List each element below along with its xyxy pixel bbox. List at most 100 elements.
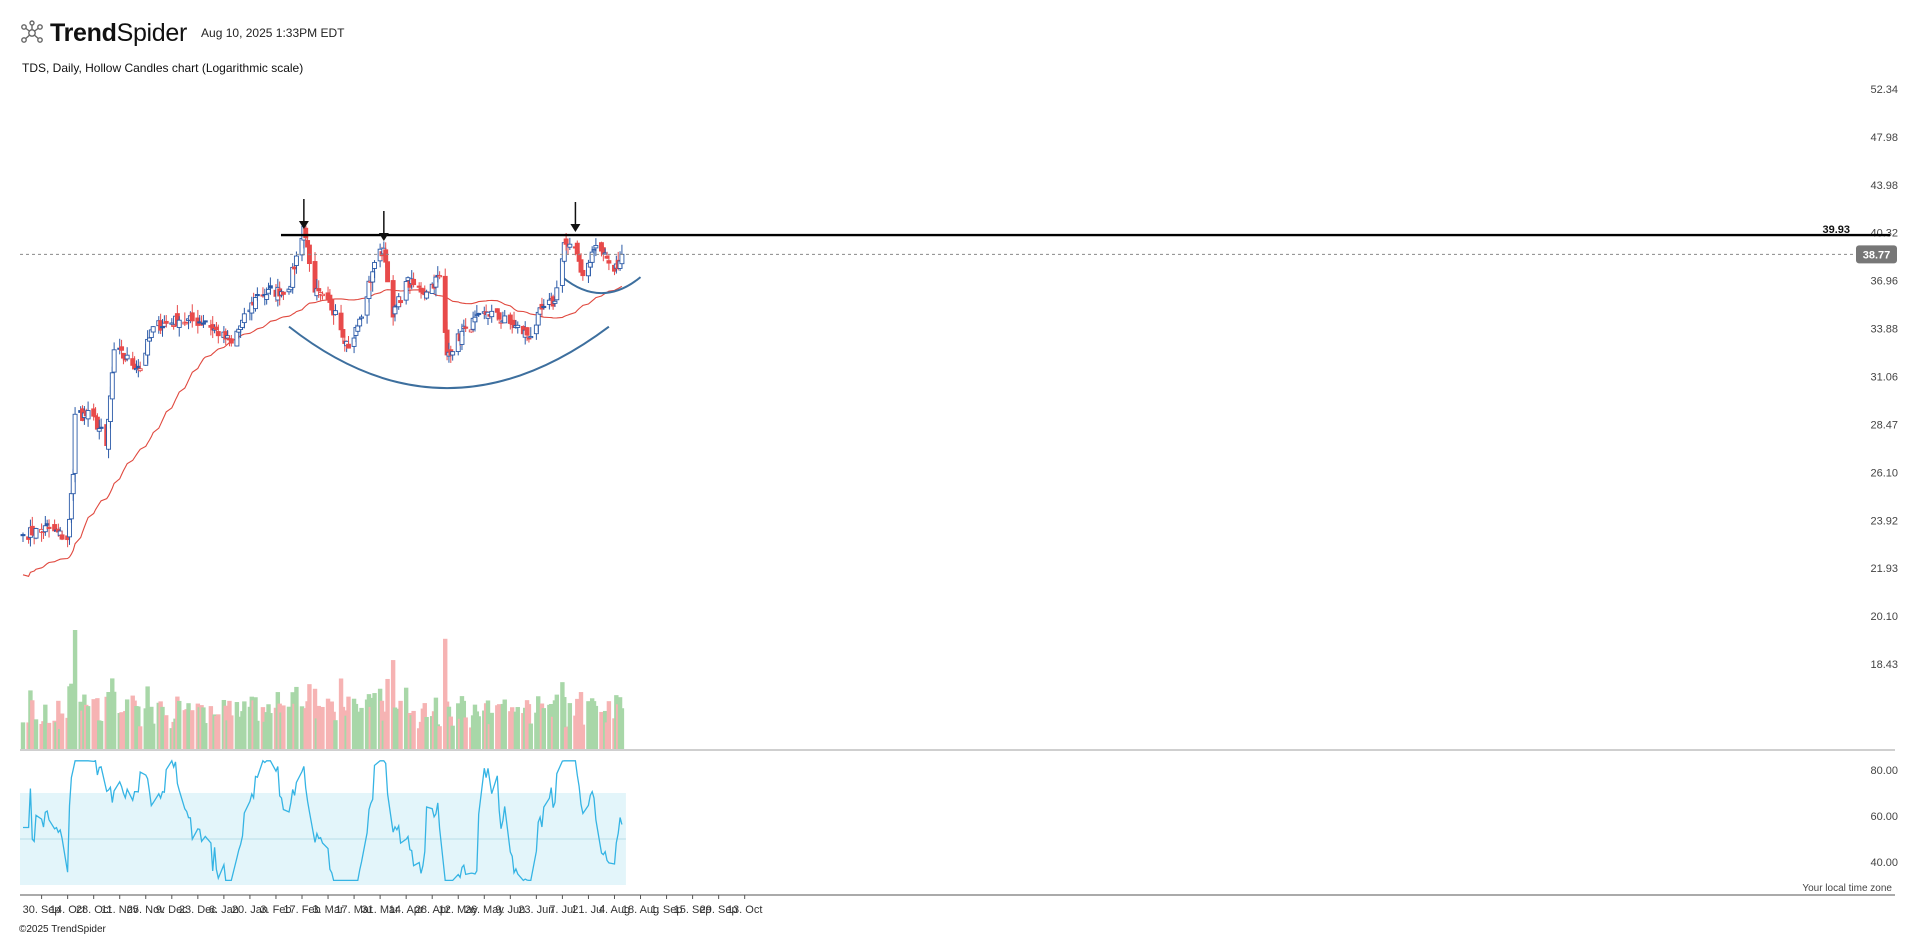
price-axis-tick: 23.92 — [1870, 515, 1898, 527]
candle-body — [85, 410, 91, 420]
level-lines-layer — [20, 233, 1890, 255]
candle-body — [109, 372, 115, 400]
candle-body — [163, 320, 169, 324]
arrow-head — [298, 221, 309, 229]
candle-body — [333, 310, 338, 316]
volume-bar — [20, 722, 26, 750]
price-axis-tick: 26.10 — [1870, 467, 1898, 479]
last-price-label: 38.77 — [1863, 249, 1891, 261]
candle-body — [398, 300, 404, 304]
axes-layer: 52.34 47.98 43.98 40.32 36.96 33.88 31.06 28.47… — [20, 84, 1898, 916]
price-axis-tick: 20.10 — [1870, 611, 1898, 623]
volume-bar — [177, 700, 182, 750]
volume-bar — [463, 717, 468, 750]
brand-name: TrendSpider — [50, 19, 187, 48]
rsi-axis-tick: 80.00 — [1870, 765, 1898, 777]
candle-body — [392, 306, 398, 315]
x-axis-label: 4. Aug — [599, 904, 630, 916]
volume-bar — [124, 699, 130, 750]
volume-bar — [424, 716, 429, 750]
candle-body — [385, 261, 391, 283]
volume-bar — [359, 707, 364, 750]
rsi-band-layer — [20, 793, 626, 885]
labels-layer: 39.93 38.77 — [298, 199, 1897, 264]
volume-bar — [203, 723, 208, 750]
x-axis-label: 7. Jul — [549, 904, 575, 916]
candle-body — [329, 299, 335, 311]
resistance-label: 39.93 — [1822, 224, 1850, 236]
price-axis-tick: 18.43 — [1870, 659, 1898, 671]
volume-bar — [593, 705, 599, 750]
candle-body — [459, 330, 465, 345]
price-axis-tick: 47.98 — [1870, 132, 1898, 144]
candle-body — [280, 291, 286, 295]
arrow-head — [570, 224, 581, 232]
volume-bar — [111, 691, 117, 750]
volume-bar — [385, 678, 390, 750]
candle-body — [320, 293, 325, 297]
arrow-head — [378, 233, 389, 241]
candle-body — [70, 473, 76, 495]
candle-body — [359, 316, 364, 319]
candle-body — [340, 329, 346, 338]
trendspider-logo-icon — [21, 20, 43, 43]
candle-body — [552, 300, 558, 304]
candle-body — [593, 244, 599, 249]
volume-bar — [242, 701, 247, 750]
volume-bar — [137, 726, 143, 750]
volume-bar — [72, 630, 78, 750]
candle-body — [489, 310, 495, 318]
x-axis-label: 14. Oct — [50, 904, 85, 916]
candle-body — [357, 318, 363, 327]
candle-body — [111, 349, 117, 373]
handle-arc — [561, 276, 642, 295]
volume-bar — [502, 699, 507, 750]
x-axis-label: 17. Feb — [283, 904, 320, 916]
x-axis-label: 29. Sep — [700, 904, 738, 916]
x-axis-label: 11. Nov — [101, 904, 139, 916]
candle-body — [145, 338, 151, 356]
candle-body — [476, 312, 482, 316]
volume-bar — [281, 705, 286, 750]
price-axis-tick: 52.34 — [1870, 84, 1898, 96]
volume-bar — [294, 686, 299, 750]
candle-body — [241, 313, 247, 324]
price-axis-tick: 33.88 — [1870, 324, 1898, 336]
rsi-axis-tick: 60.00 — [1870, 811, 1898, 823]
candles-layer[interactable] — [20, 221, 625, 548]
price-axis-tick: 31.06 — [1870, 371, 1898, 383]
volume-bar — [437, 726, 442, 750]
volume-bar — [33, 719, 39, 750]
volume-bar — [528, 723, 533, 750]
candle-body — [338, 312, 344, 331]
x-axis-label: 26. May — [465, 904, 505, 916]
volume-bar — [56, 700, 61, 750]
candle-body — [424, 291, 430, 299]
x-axis-label: 31. Mar — [361, 904, 399, 916]
candle-body — [524, 327, 530, 336]
candle-body — [437, 275, 443, 278]
header: TrendSpider Aug 10, 2025 1:33PM EDT — [18, 18, 344, 48]
volume-bar — [619, 708, 625, 750]
volume-bar — [554, 694, 560, 750]
x-axis-label: 3. Feb — [260, 904, 291, 916]
candle-body — [589, 251, 595, 263]
volume-bar — [443, 638, 448, 750]
candle-body — [502, 315, 508, 324]
candle-body — [606, 260, 612, 264]
volume-bar — [151, 723, 156, 750]
candle-body — [46, 526, 52, 529]
candle-body — [20, 534, 26, 537]
candle-body — [267, 285, 273, 289]
candle-body — [515, 324, 521, 328]
volume-bar — [372, 693, 377, 750]
candle-body — [574, 242, 580, 255]
x-axis-label: 6. Jan — [209, 904, 239, 916]
candle-body — [254, 294, 260, 297]
volume-bar — [268, 713, 273, 750]
candle-body — [403, 281, 409, 301]
volume-bar — [541, 708, 546, 750]
cup-arc — [288, 325, 610, 390]
candle-body — [619, 253, 625, 265]
